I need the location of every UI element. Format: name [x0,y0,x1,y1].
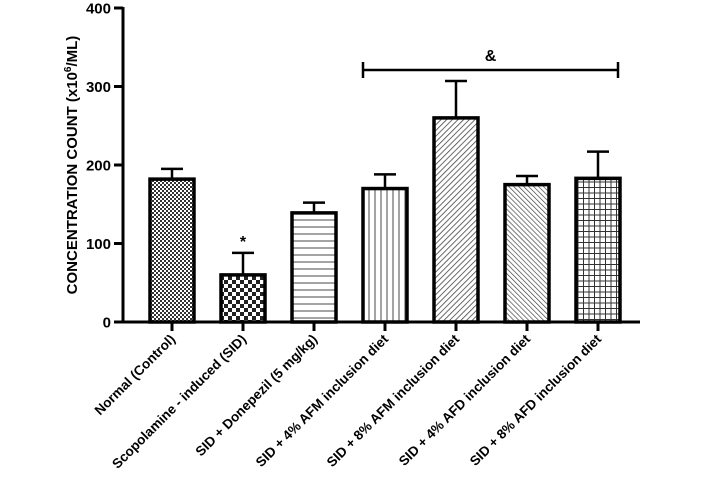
y-axis-label-main: CONCENTRATION COUNT (x10 [64,72,81,294]
y-axis-label-superscript: 6 [63,66,74,72]
y-tick-label: 0 [103,315,111,332]
x-tick-label: SID + 8% AFM inclusion diet [324,331,463,470]
bar [219,273,267,324]
y-tick-label: 400 [86,1,111,18]
x-axis: Normal (Control)Scopolamine - induced (S… [92,320,640,472]
annotations: *& [240,48,620,251]
significance-marker: * [240,234,247,251]
bar [290,211,338,324]
bar [432,116,480,324]
bar [361,186,409,324]
x-tick-label: SID + 4% AFM inclusion diet [253,331,392,470]
y-tick-label: 300 [86,79,111,96]
x-tick-label: Scopolamine - induced (SID) [109,332,249,472]
y-axis: 0 100 200 300 400 [86,1,125,332]
x-tick-label: SID + Donepezil (5 mg/kg) [193,332,321,460]
significance-marker: & [485,48,497,65]
y-tick-label: 200 [86,158,111,175]
bar [574,176,622,324]
x-tick-label: SID + 4% AFD inclusion diet [396,331,534,469]
y-axis-label: CONCENTRATION COUNT (x106/ML) [63,36,81,295]
bars [148,79,622,324]
y-axis-label-suffix: /ML) [64,36,81,67]
x-tick-label: SID + 8% AFD inclusion diet [467,331,605,469]
bar [148,177,196,324]
bar [503,182,551,324]
y-tick-label: 100 [86,236,111,253]
